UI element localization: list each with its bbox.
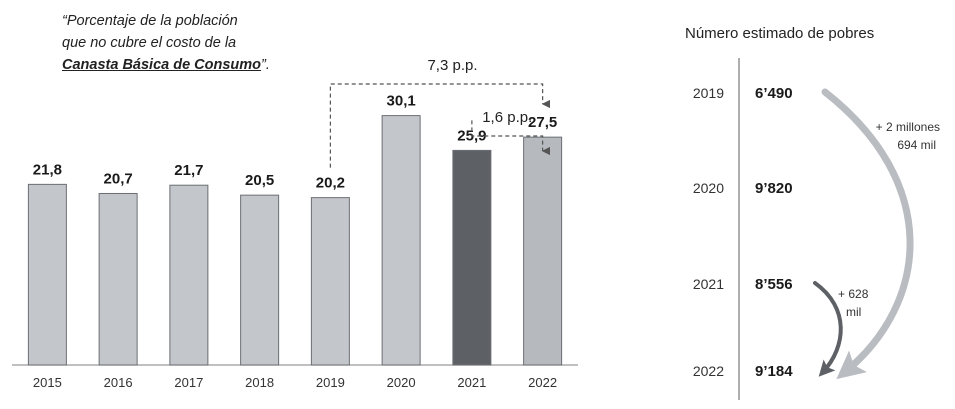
- bar-value-label-2019: 20,2: [316, 175, 345, 192]
- bar-2015: [27, 183, 67, 366]
- x-tick-label-2019: 2019: [316, 375, 345, 390]
- row-value-2019: 6’490: [755, 85, 793, 102]
- difference-label-2021-2022: 1,6 p.p.: [482, 109, 532, 126]
- x-tick-label-2016: 2016: [104, 375, 133, 390]
- x-tick-label-2017: 2017: [174, 375, 203, 390]
- change-label-2019-2022-line2: 694 mil: [897, 138, 936, 152]
- bar-value-label-2017: 21,7: [174, 162, 203, 179]
- bar-2019: [310, 197, 350, 366]
- x-tick-label-2020: 2020: [387, 375, 416, 390]
- note-line-2: que no cubre el costo de la: [62, 35, 237, 51]
- x-tick-label-2015: 2015: [33, 375, 62, 390]
- row-year-2022: 2022: [693, 363, 724, 379]
- bar-2018: [240, 194, 280, 366]
- x-tick-label-2021: 2021: [457, 375, 486, 390]
- bar-2020: [381, 115, 421, 366]
- bar-chart: 21,8 2015 20,7 2016 21,7 2017 20,5 2018 20,2 2019…: [12, 57, 578, 390]
- change-arrow-2021-2022: [813, 281, 843, 377]
- difference-label-2019-2022: 7,3 p.p.: [427, 57, 477, 74]
- x-tick-label-2022: 2022: [528, 375, 557, 390]
- note-line-1: “Porcentaje de la población: [62, 13, 238, 29]
- chart-note: “Porcentaje de la población que no cubre…: [62, 10, 352, 76]
- note-end: ”.: [261, 57, 270, 73]
- row-value-2021: 8’556: [755, 276, 793, 293]
- change-label-2021-2022-line1: + 628: [838, 287, 869, 301]
- note-line-3: Canasta Básica de Consumo”.: [62, 54, 352, 76]
- bar-value-label-2018: 20,5: [245, 172, 274, 189]
- x-tick-label-2018: 2018: [245, 375, 274, 390]
- bar-value-label-2016: 20,7: [104, 170, 133, 187]
- row-year-2019: 2019: [693, 85, 724, 101]
- note-basket-name: Canasta Básica de Consumo: [62, 57, 262, 73]
- row-year-2020: 2020: [693, 180, 724, 196]
- bar-2016: [98, 192, 138, 366]
- difference-bracket-2019-2022: [329, 83, 551, 168]
- difference-bracket-2021-2022: [471, 120, 551, 156]
- bar-value-label-2015: 21,8: [33, 161, 62, 178]
- poor-count-panel: Número estimado de pobres 2019 6’490 2020 9’…: [685, 25, 940, 400]
- row-value-2022: 9’184: [755, 363, 793, 380]
- row-year-2021: 2021: [693, 276, 724, 292]
- change-label-2019-2022-line1: + 2 millones: [876, 120, 940, 134]
- bar-2017: [169, 184, 209, 366]
- bar-2021: [452, 149, 492, 366]
- change-arrow-2019-2022: [821, 88, 914, 380]
- bar-value-label-2020: 30,1: [387, 93, 416, 110]
- panel-title: Número estimado de pobres: [685, 25, 874, 42]
- row-value-2020: 9’820: [755, 180, 793, 197]
- bar-2022: [523, 136, 563, 366]
- bar-value-label-2022: 27,5: [528, 114, 557, 131]
- change-label-2021-2022-line2: mil: [846, 305, 861, 319]
